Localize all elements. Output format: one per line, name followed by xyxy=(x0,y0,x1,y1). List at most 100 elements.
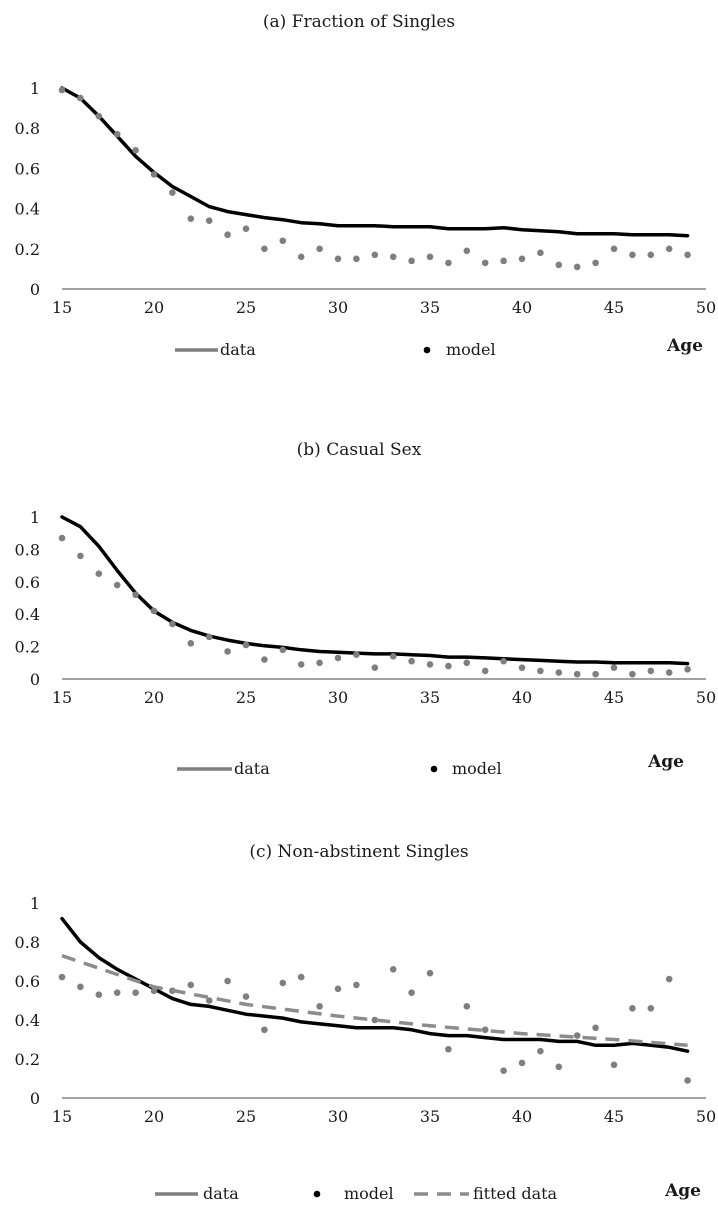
data-point xyxy=(592,670,599,678)
x-axis-label: Age xyxy=(666,336,703,356)
legend-label: data xyxy=(220,340,256,359)
data-point xyxy=(132,147,139,154)
data-point xyxy=(665,975,673,983)
data-point xyxy=(537,667,544,675)
data-point xyxy=(684,665,691,673)
data-point xyxy=(555,261,563,269)
data-point xyxy=(224,648,231,655)
data-point xyxy=(242,225,250,232)
casual-sex-chart: (b) Casual Sex 0 0.2 0.4 0.6 0.8 1 15 20 25 30 35 40… xyxy=(15,440,717,778)
data-point xyxy=(334,654,342,662)
x-tick-label: 15 xyxy=(52,1107,72,1126)
data-point xyxy=(95,570,103,577)
x-tick-label: 25 xyxy=(236,1107,256,1126)
data-point xyxy=(316,1003,323,1010)
x-tick-label: 45 xyxy=(604,1107,624,1126)
data-point xyxy=(297,661,305,668)
data-point xyxy=(279,979,287,987)
y-tick-label: 0.6 xyxy=(15,972,40,991)
x-axis-label: Age xyxy=(647,752,684,772)
x-axis-label: Age xyxy=(664,1181,701,1201)
chart-title: (c) Non-abstinent Singles xyxy=(249,842,468,862)
data-point xyxy=(77,983,84,991)
data-point xyxy=(169,189,176,196)
data-point xyxy=(58,86,66,94)
x-tick-label: 40 xyxy=(512,688,532,707)
data-point xyxy=(169,620,176,628)
data-point xyxy=(389,966,397,973)
x-tick-label: 35 xyxy=(420,1107,440,1126)
data-point xyxy=(242,993,250,1000)
data-point xyxy=(573,670,581,678)
y-tick-label: 0.4 xyxy=(15,605,40,624)
data-point xyxy=(555,669,563,676)
y-tick-label: 0 xyxy=(30,670,40,689)
data-point xyxy=(371,664,379,671)
non-abstinent-singles-chart: (c) Non-abstinent Singles 0 0.2 0.4 0.6 0.8 1 1… xyxy=(15,842,717,1203)
data-point xyxy=(316,659,323,667)
data-point xyxy=(224,231,231,239)
data-point xyxy=(77,552,84,560)
y-tick-label: 1 xyxy=(30,508,40,527)
data-point xyxy=(205,633,213,641)
x-tick-label: 35 xyxy=(420,298,440,317)
x-tick-label: 45 xyxy=(604,298,624,317)
data-point xyxy=(629,670,636,678)
data-point xyxy=(150,607,158,615)
y-tick-label: 0 xyxy=(30,280,40,299)
fitted-data-line xyxy=(61,954,688,1048)
data-point xyxy=(500,1067,507,1074)
data-point xyxy=(353,981,360,989)
y-tick-label: 0.8 xyxy=(15,933,40,952)
data-point xyxy=(187,215,195,222)
data-point xyxy=(518,1059,526,1067)
y-tick-label: 0.6 xyxy=(15,159,40,178)
data-point xyxy=(297,253,305,261)
data-point xyxy=(279,237,287,245)
data-point xyxy=(242,641,250,649)
chart-panel-a: (a) Fraction of Singles 0 0.2 0.4 0.6 0.8 1 15 2… xyxy=(0,0,718,400)
data-point xyxy=(150,987,158,995)
x-tick-label: 30 xyxy=(328,298,348,317)
legend-label: data xyxy=(203,1184,239,1203)
x-tick-label: 15 xyxy=(52,298,72,317)
y-tick-label: 1 xyxy=(30,894,40,913)
y-tick-label: 0.2 xyxy=(15,1050,40,1069)
y-tick-label: 0.6 xyxy=(15,573,40,592)
data-point xyxy=(408,989,415,996)
data-point xyxy=(187,640,195,647)
chart-panel-c: (c) Non-abstinent Singles 0 0.2 0.4 0.6 0.8 1 1… xyxy=(0,800,718,1214)
data-point xyxy=(555,1063,563,1071)
x-tick-label: 50 xyxy=(696,298,716,317)
x-tick-label: 40 xyxy=(512,1107,532,1126)
legend-swatch-data xyxy=(313,1190,321,1198)
data-point xyxy=(187,981,195,989)
data-point xyxy=(518,664,526,671)
x-tick-label: 40 xyxy=(512,298,532,317)
data-point xyxy=(481,259,489,267)
data-point xyxy=(647,1005,655,1012)
data-point xyxy=(573,263,581,271)
y-tick-label: 0.2 xyxy=(15,638,40,657)
data-point xyxy=(113,581,121,589)
x-tick-label: 45 xyxy=(604,688,624,707)
y-tick-label: 0.8 xyxy=(15,540,40,559)
model-line xyxy=(60,515,690,666)
data-point xyxy=(150,171,158,178)
data-point xyxy=(445,259,452,267)
x-tick-label: 20 xyxy=(144,298,164,317)
data-point xyxy=(610,664,618,671)
x-tick-label: 30 xyxy=(328,688,348,707)
legend-swatch-data xyxy=(423,346,431,354)
data-point xyxy=(261,656,268,663)
data-point xyxy=(481,667,489,675)
data-point xyxy=(592,1024,599,1032)
y-tick-label: 1 xyxy=(30,79,40,98)
data-point xyxy=(629,251,636,259)
data-point xyxy=(389,653,397,660)
x-tick-label: 35 xyxy=(420,688,440,707)
model-line xyxy=(60,916,690,1053)
legend-label: model xyxy=(344,1184,394,1203)
data-point xyxy=(224,977,231,985)
x-tick-label: 25 xyxy=(236,688,256,707)
